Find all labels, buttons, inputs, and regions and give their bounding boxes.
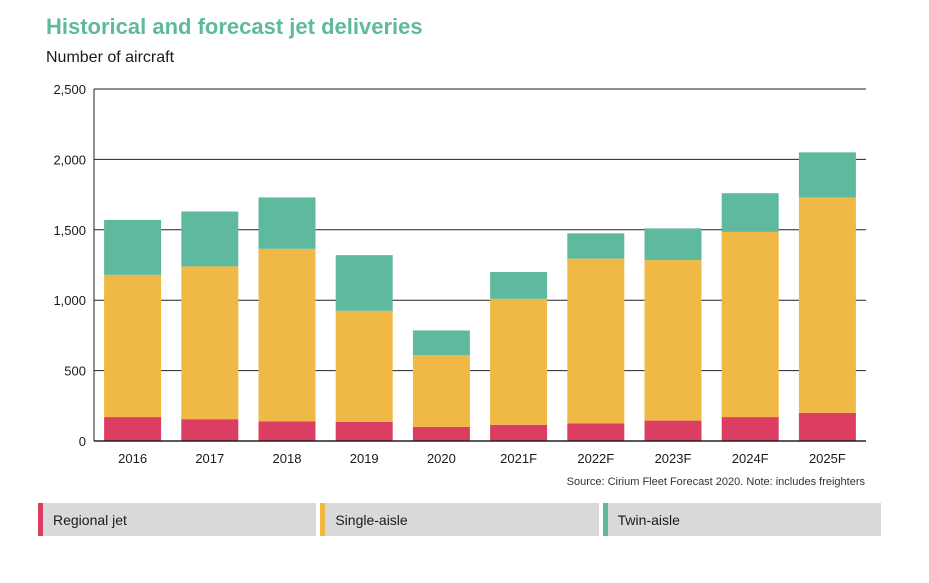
legend-item-single-aisle: Single-aisle — [320, 503, 599, 536]
bar-twin-aisle — [798, 152, 856, 198]
legend-swatch-single-aisle — [320, 503, 326, 536]
legend-swatch-twin-aisle — [602, 503, 608, 536]
legend-label-regional-jet: Regional jet — [53, 511, 127, 528]
y-tick-label: 500 — [64, 364, 86, 379]
legend-label-single-aisle: Single-aisle — [335, 511, 408, 528]
axes: 0 500 1,000 1,500 2,000 2,500 2016 2017 2018 2019… — [53, 82, 866, 466]
bar-twin-aisle — [567, 233, 625, 259]
y-tick-label: 1,000 — [53, 293, 86, 308]
bar-twin-aisle — [490, 272, 548, 299]
bar-single-aisle — [335, 310, 393, 422]
x-tick-label: 2023F — [655, 451, 692, 466]
x-tick-label: 2016 — [118, 451, 147, 466]
x-tick-label: 2017 — [195, 451, 224, 466]
bar-twin-aisle — [258, 197, 316, 249]
legend-item-regional-jet: Regional jet — [38, 503, 317, 536]
bar-twin-aisle — [335, 255, 393, 311]
bar-regional-jet — [490, 424, 548, 441]
y-tick-label: 2,000 — [53, 152, 86, 167]
bar-regional-jet — [644, 420, 702, 441]
bar-single-aisle — [798, 197, 856, 413]
bar-single-aisle — [644, 260, 702, 421]
bar-regional-jet — [567, 423, 625, 441]
y-tick-label: 0 — [79, 434, 86, 449]
stacked-bar-chart: 0 500 1,000 1,500 2,000 2,500 2016 2017 2018 2019… — [53, 82, 866, 466]
y-tick-label: 2,500 — [53, 82, 86, 97]
bar-regional-jet — [798, 412, 856, 441]
bar-regional-jet — [412, 426, 470, 441]
bar-twin-aisle — [721, 193, 779, 232]
bars — [104, 152, 856, 441]
legend-label-twin-aisle: Twin-aisle — [617, 511, 680, 528]
x-tick-label: 2024F — [732, 451, 769, 466]
bar-single-aisle — [490, 298, 548, 425]
bar-single-aisle — [181, 266, 239, 420]
x-tick-label: 2021F — [500, 451, 537, 466]
legend-item-twin-aisle: Twin-aisle — [602, 503, 881, 536]
chart-subtitle: Number of aircraft — [46, 49, 175, 66]
bar-regional-jet — [721, 417, 779, 441]
x-tick-label: 2018 — [273, 451, 302, 466]
legend: Regional jet Single-aisle Twin-aisle — [38, 503, 881, 536]
bar-regional-jet — [104, 417, 162, 441]
bar-single-aisle — [104, 274, 162, 418]
bar-twin-aisle — [644, 228, 702, 261]
x-tick-label: 2019 — [350, 451, 379, 466]
x-tick-label: 2022F — [577, 451, 614, 466]
bar-regional-jet — [258, 421, 316, 441]
x-tick-label: 2025F — [809, 451, 846, 466]
bar-single-aisle — [567, 258, 625, 424]
bar-regional-jet — [181, 419, 239, 441]
bar-regional-jet — [335, 421, 393, 441]
x-tick-label: 2020 — [427, 451, 456, 466]
y-tick-label: 1,500 — [53, 223, 86, 238]
bar-twin-aisle — [181, 211, 239, 267]
bar-single-aisle — [412, 355, 470, 427]
bar-twin-aisle — [412, 330, 470, 356]
source-note: Source: Cirium Fleet Forecast 2020. Note… — [566, 476, 865, 488]
bar-single-aisle — [721, 231, 779, 418]
bar-twin-aisle — [104, 219, 162, 275]
legend-swatch-regional-jet — [38, 503, 43, 536]
bar-single-aisle — [258, 248, 316, 422]
chart-title: Historical and forecast jet deliveries — [46, 14, 423, 39]
